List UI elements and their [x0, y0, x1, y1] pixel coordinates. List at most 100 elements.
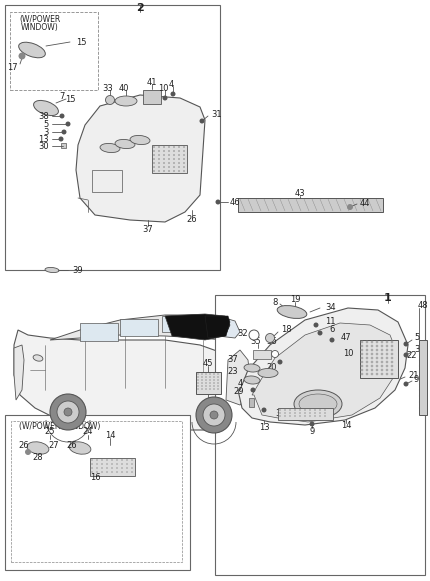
- Ellipse shape: [168, 158, 170, 160]
- Ellipse shape: [178, 158, 180, 160]
- Ellipse shape: [126, 459, 128, 461]
- Ellipse shape: [153, 162, 155, 164]
- Text: 30: 30: [38, 142, 49, 150]
- Ellipse shape: [213, 385, 215, 387]
- Ellipse shape: [205, 388, 207, 390]
- Text: (W/POWER WINDOW): (W/POWER WINDOW): [19, 422, 101, 432]
- Bar: [162, 316, 192, 332]
- Ellipse shape: [391, 369, 393, 371]
- Ellipse shape: [205, 379, 207, 381]
- Ellipse shape: [386, 349, 388, 352]
- Ellipse shape: [314, 412, 316, 414]
- Ellipse shape: [163, 154, 165, 156]
- Ellipse shape: [130, 135, 150, 145]
- Ellipse shape: [96, 459, 98, 461]
- Ellipse shape: [121, 467, 123, 469]
- Ellipse shape: [96, 467, 98, 469]
- Text: 4: 4: [169, 80, 174, 88]
- Ellipse shape: [403, 382, 408, 386]
- Text: 47: 47: [341, 332, 352, 342]
- Polygon shape: [50, 315, 248, 342]
- Ellipse shape: [249, 330, 259, 340]
- Text: 22: 22: [406, 352, 417, 360]
- Ellipse shape: [168, 170, 170, 172]
- Ellipse shape: [91, 471, 93, 473]
- Ellipse shape: [168, 166, 170, 168]
- Ellipse shape: [106, 459, 108, 461]
- Ellipse shape: [183, 158, 185, 160]
- Ellipse shape: [178, 170, 180, 172]
- Ellipse shape: [324, 415, 326, 417]
- Ellipse shape: [106, 471, 108, 473]
- Ellipse shape: [386, 365, 388, 367]
- Ellipse shape: [391, 345, 393, 347]
- Polygon shape: [252, 323, 398, 422]
- Ellipse shape: [386, 345, 388, 347]
- Text: 32: 32: [237, 328, 248, 338]
- Text: 31: 31: [211, 109, 221, 119]
- Ellipse shape: [314, 409, 316, 411]
- Text: 20: 20: [267, 364, 277, 372]
- Ellipse shape: [403, 353, 408, 357]
- Ellipse shape: [381, 357, 383, 359]
- Ellipse shape: [284, 412, 286, 414]
- Polygon shape: [76, 95, 205, 222]
- Text: 26: 26: [67, 440, 77, 450]
- Ellipse shape: [309, 409, 311, 411]
- Ellipse shape: [116, 467, 118, 469]
- Ellipse shape: [201, 388, 203, 390]
- Ellipse shape: [391, 357, 393, 359]
- Ellipse shape: [65, 121, 71, 127]
- Ellipse shape: [213, 388, 215, 390]
- Ellipse shape: [101, 467, 103, 469]
- Ellipse shape: [33, 355, 43, 361]
- Text: 23: 23: [227, 368, 238, 376]
- Ellipse shape: [106, 467, 108, 469]
- Ellipse shape: [69, 442, 91, 454]
- Ellipse shape: [209, 373, 211, 375]
- Text: 10: 10: [344, 350, 354, 358]
- Ellipse shape: [96, 463, 98, 465]
- Ellipse shape: [391, 349, 393, 352]
- Ellipse shape: [313, 322, 319, 328]
- Ellipse shape: [361, 340, 363, 343]
- Bar: [238, 198, 383, 212]
- Polygon shape: [205, 316, 230, 338]
- Ellipse shape: [217, 373, 219, 375]
- Ellipse shape: [203, 404, 225, 426]
- Polygon shape: [226, 350, 250, 405]
- Ellipse shape: [244, 364, 260, 372]
- Text: 15: 15: [76, 38, 86, 46]
- Ellipse shape: [158, 158, 160, 160]
- Ellipse shape: [153, 146, 155, 148]
- Bar: [92, 170, 122, 192]
- Text: 40: 40: [119, 84, 129, 92]
- Ellipse shape: [158, 170, 160, 172]
- Ellipse shape: [310, 421, 314, 426]
- Ellipse shape: [205, 376, 207, 378]
- Text: 37: 37: [227, 356, 238, 364]
- Text: 11: 11: [325, 317, 335, 325]
- Ellipse shape: [271, 350, 279, 357]
- Ellipse shape: [163, 95, 168, 101]
- Ellipse shape: [111, 463, 113, 465]
- Polygon shape: [238, 308, 408, 425]
- Ellipse shape: [183, 162, 185, 164]
- Ellipse shape: [381, 340, 383, 343]
- Ellipse shape: [196, 397, 232, 433]
- Text: 19: 19: [290, 295, 300, 303]
- Text: 7: 7: [59, 91, 64, 101]
- Ellipse shape: [284, 409, 286, 411]
- Ellipse shape: [361, 345, 363, 347]
- Text: 4: 4: [238, 379, 243, 389]
- Ellipse shape: [299, 415, 301, 417]
- Ellipse shape: [126, 463, 128, 465]
- Ellipse shape: [217, 376, 219, 378]
- Ellipse shape: [304, 415, 306, 417]
- Ellipse shape: [386, 353, 388, 356]
- Ellipse shape: [131, 471, 133, 473]
- Ellipse shape: [58, 137, 64, 142]
- Ellipse shape: [309, 415, 311, 417]
- Ellipse shape: [178, 162, 180, 164]
- Ellipse shape: [215, 199, 221, 205]
